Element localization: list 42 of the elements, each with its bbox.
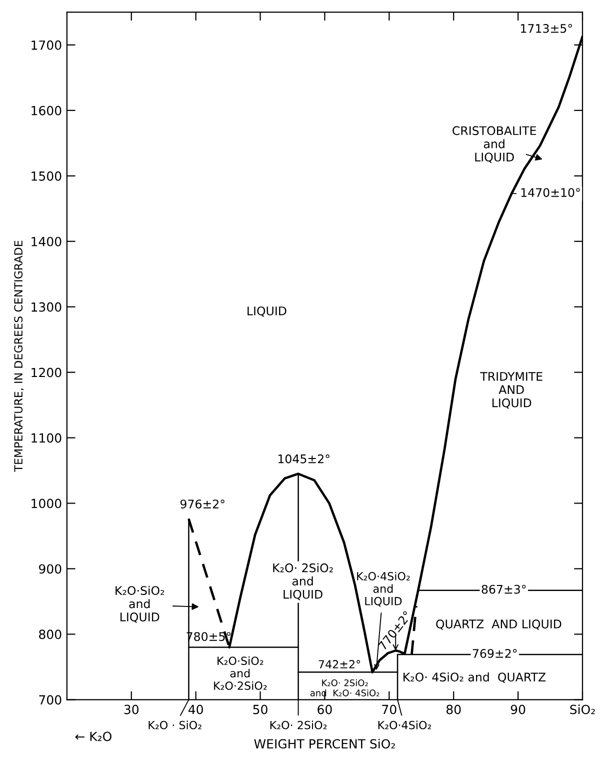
y-tick-label: 1400 [32,236,62,246]
annotation: 1470±10° [521,188,580,197]
x-tick-label: SiO₂ [570,704,595,714]
annotation: QUARTZ AND LIQUID [436,620,562,630]
y-tick-label: 800 [39,630,62,640]
annotation: 1713±5° [521,24,572,33]
annotation: K₂O· 2SiO₂ and LIQUID [273,563,333,600]
x-tick-label: 40 [188,704,203,714]
annotation: K₂O·SiO₂ and K₂O·2SiO₂ [214,656,267,690]
text: ← K₂O [75,732,112,742]
y-tick-label: 700 [39,695,62,705]
x-tick-label: 90 [510,704,526,714]
x-tick-label: 50 [253,704,268,714]
annotation: CRISTOBALITE and LIQUID [452,126,536,163]
y-tick-label: 1200 [32,368,62,378]
y-tick-label: 1500 [32,171,62,181]
x-tick-label: 70 [382,704,396,714]
y-tick-label: 1600 [32,106,62,116]
annotation: K₂O·4SiO₂ and LIQUID [357,572,410,607]
annotation: K₂O· 2SiO₂ [270,720,327,730]
x-tick-label: 60 [318,704,332,714]
y-tick-label: 1300 [32,302,62,312]
x-tick-label: 30 [124,704,138,714]
annotation: K₂O·4SiO₂ [378,720,431,730]
annotation: LIQUID [248,306,286,317]
y-axis-title: TEMPERATURE, IN DEGREES CENTIGRADE [14,240,24,472]
x-axis-title: WEIGHT PERCENT SiO₂ [254,738,395,749]
annotation: 742±2° [318,660,360,668]
annotation: 1045±2° [278,454,330,464]
y-tick-label: 1000 [32,498,62,508]
annotation: K₂O·SiO₂ and LIQUID [116,586,164,623]
annotation: 867±3° [482,584,526,594]
annotation: K₂O · SiO₂ [148,720,202,730]
annotation: K₂O· 4SiO₂ and QUARTZ [404,672,546,683]
annotation: 769±2° [472,648,517,658]
y-tick-label: 900 [39,564,62,574]
y-tick-label: 1700 [32,40,62,50]
annotation: TRIDYMITE AND LIQUID [480,372,542,409]
x-tick-label: 80 [446,704,461,714]
annotation: 976±2° [180,500,224,509]
y-tick-label: 1100 [32,433,62,443]
annotation: K₂O· 2SiO₂ and K₂O· 4SiO₂ [310,679,380,696]
